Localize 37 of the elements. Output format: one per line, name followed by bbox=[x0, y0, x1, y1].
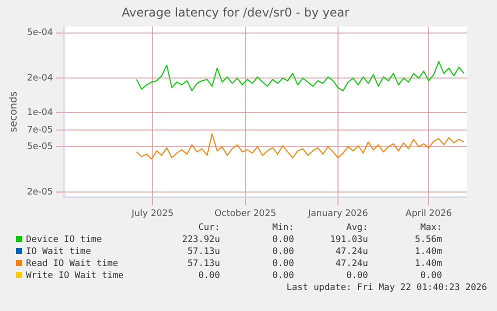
text: 191.03u bbox=[329, 234, 368, 246]
text: 5.56m bbox=[414, 234, 442, 246]
y-tick-label: 5e-04 bbox=[26, 28, 54, 38]
y-tick-label: 7e-05 bbox=[26, 125, 53, 136]
legend-label: IO Wait time bbox=[25, 246, 92, 258]
text: 0.00 bbox=[419, 270, 442, 282]
text: 223.92u bbox=[181, 234, 220, 246]
text: Cur: bbox=[197, 222, 220, 234]
y-axis-title: seconds bbox=[8, 91, 20, 132]
text: Last update: Fri May 22 01:40:23 2026 bbox=[286, 283, 487, 293]
y-tick-label: 1e-04 bbox=[26, 108, 54, 118]
text: 0.00 bbox=[345, 270, 368, 282]
text: 1.40m bbox=[414, 246, 442, 258]
legend-label: Write IO Wait time bbox=[25, 270, 125, 282]
x-tick-label: October 2025 bbox=[214, 208, 276, 219]
text: 0.00 bbox=[271, 234, 294, 246]
y-tick-label: 2e-05 bbox=[26, 187, 53, 198]
y-tick-label: 2e-04 bbox=[26, 74, 54, 84]
text: 0.00 bbox=[271, 258, 294, 270]
legend-label: Read IO Wait time bbox=[25, 258, 120, 270]
text: Avg: bbox=[345, 222, 368, 234]
x-tick-label: July 2025 bbox=[130, 208, 174, 219]
text: 0.00 bbox=[197, 270, 220, 282]
text: 47.24u bbox=[334, 246, 368, 258]
text: 0.00 bbox=[271, 246, 294, 258]
legend-label: Device IO time bbox=[25, 234, 103, 246]
text: Min: bbox=[271, 222, 294, 234]
text: 57.13u bbox=[186, 258, 220, 270]
text: 57.13u bbox=[186, 246, 220, 258]
x-tick-label: April 2026 bbox=[406, 208, 452, 219]
text: 1.40m bbox=[414, 258, 442, 270]
text: 47.24u bbox=[334, 258, 368, 270]
chart-title: Average latency for /dev/sr0 - by year bbox=[122, 5, 350, 20]
y-tick-label: 5e-05 bbox=[26, 142, 53, 152]
x-tick-label: January 2026 bbox=[307, 208, 368, 219]
text: 0.00 bbox=[271, 270, 294, 282]
text: Max: bbox=[419, 222, 442, 234]
